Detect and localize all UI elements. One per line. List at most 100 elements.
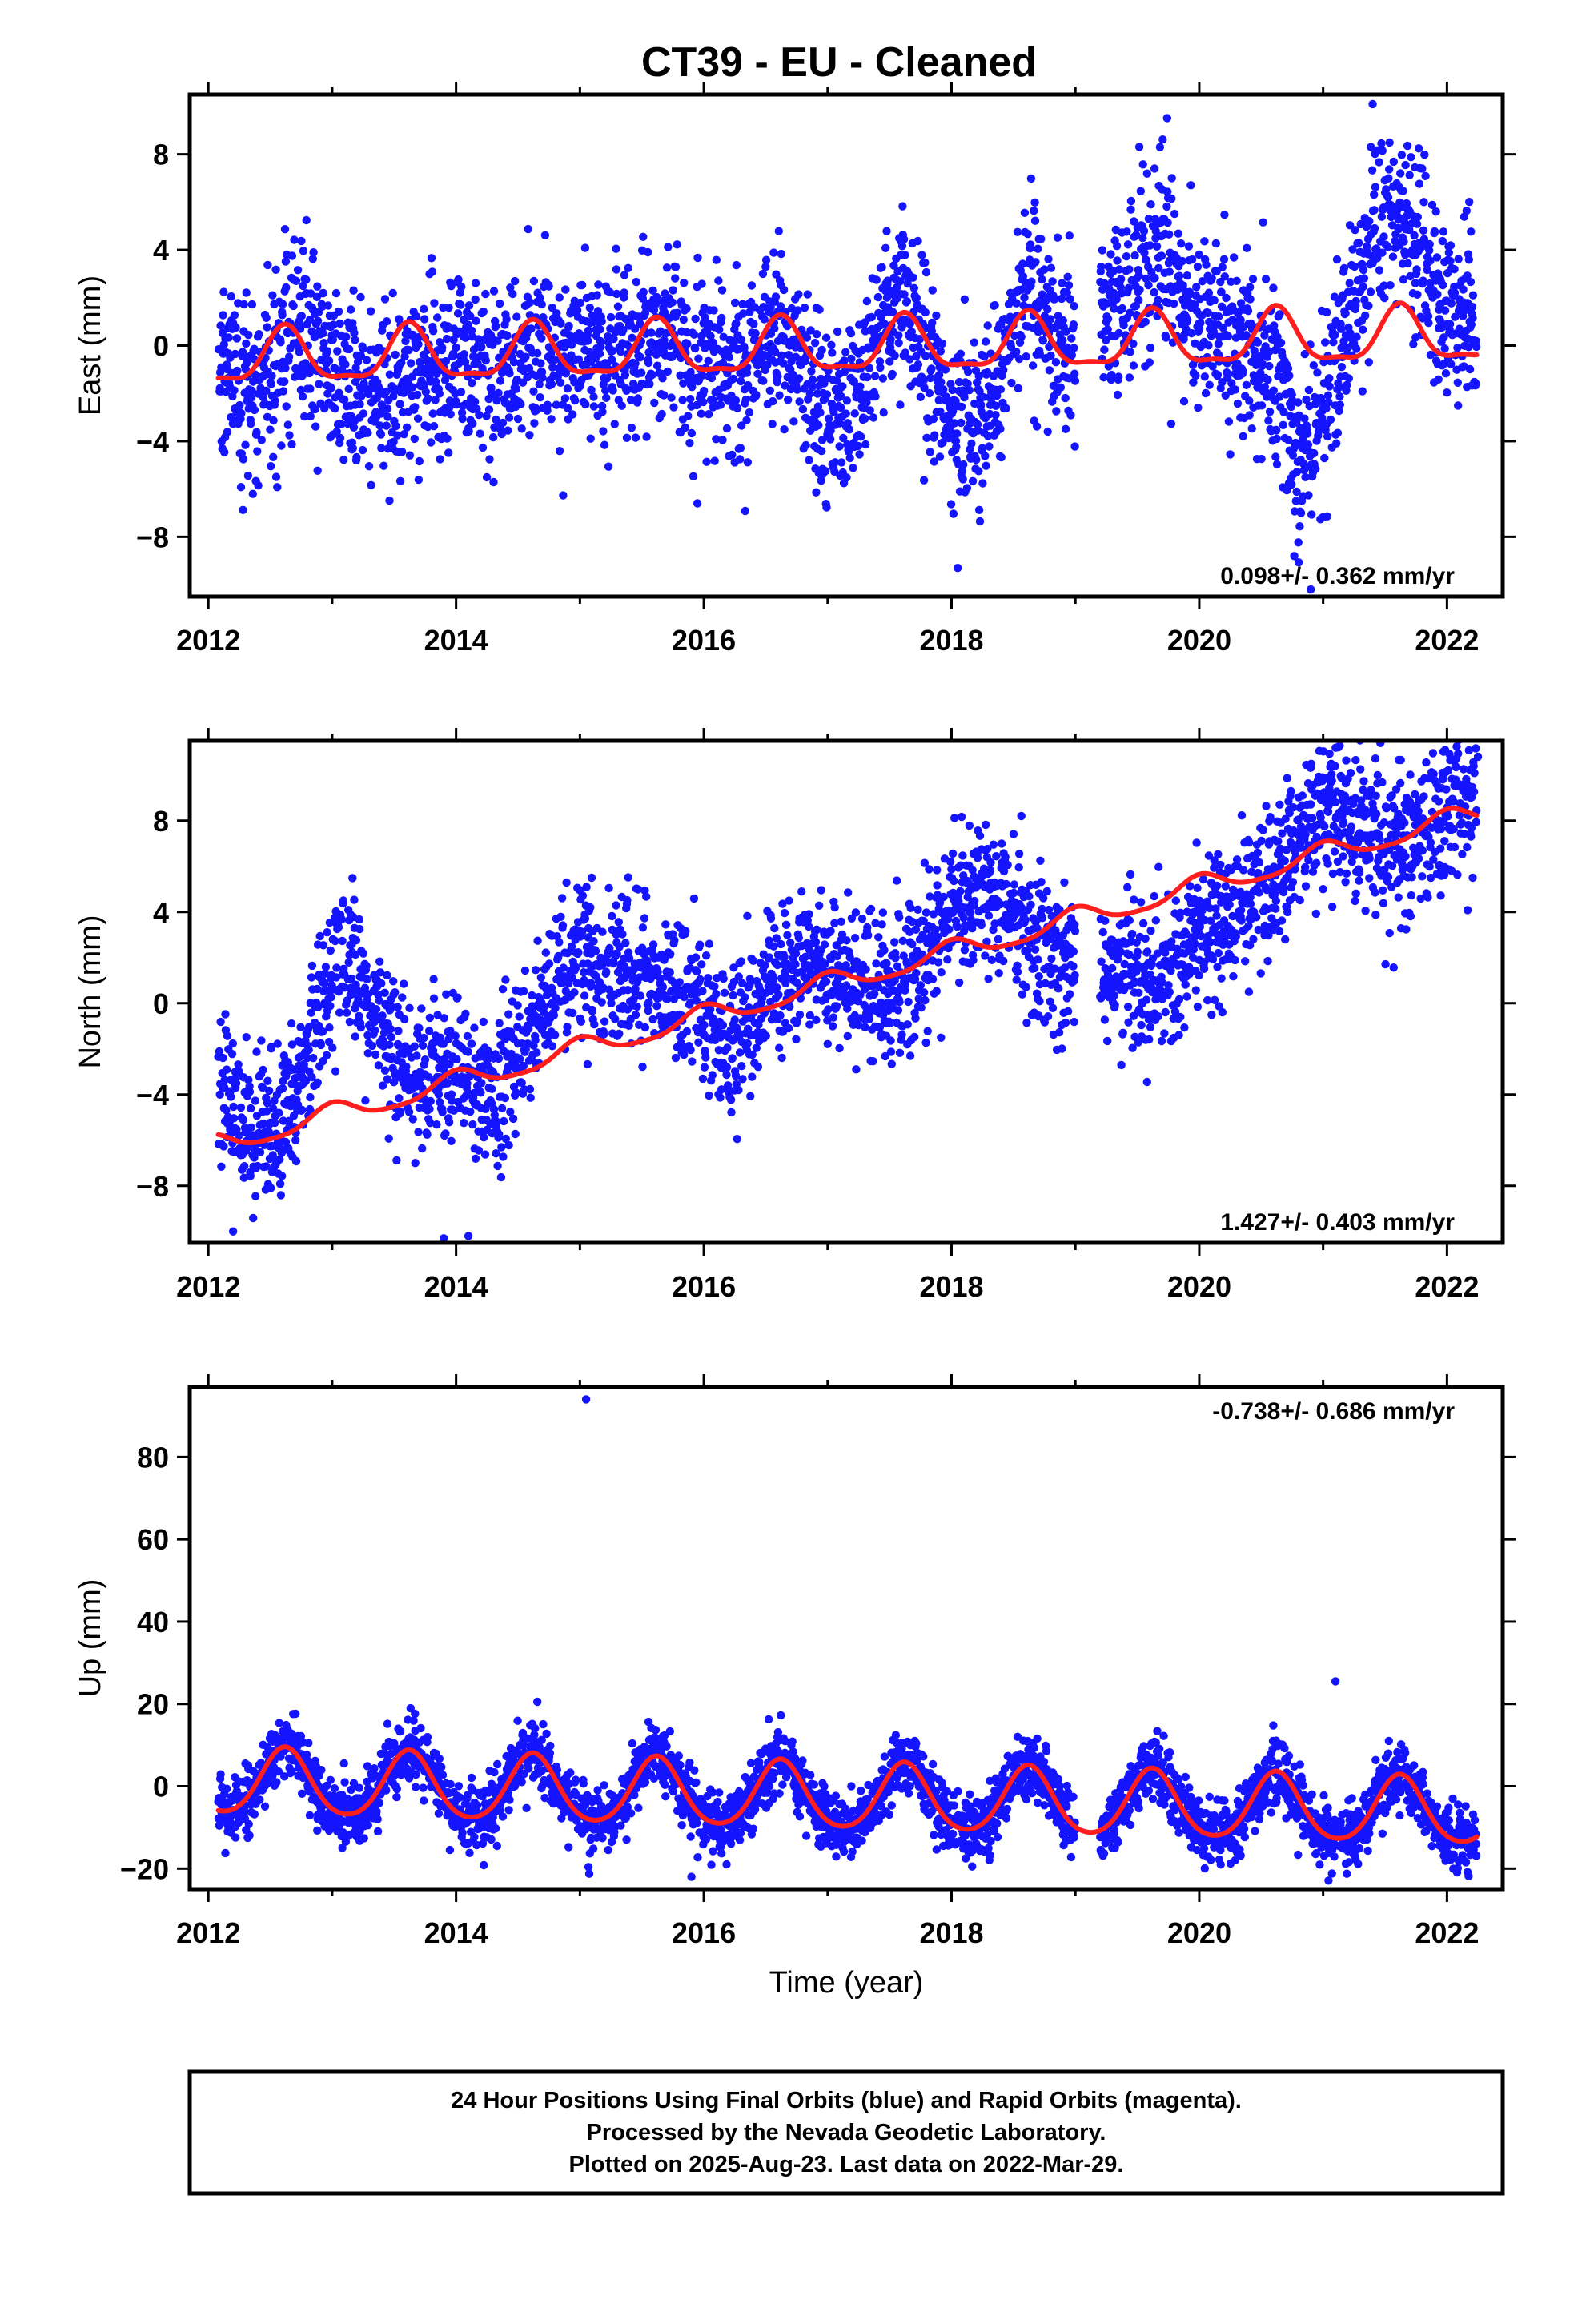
data-point xyxy=(264,1086,274,1096)
data-point xyxy=(389,437,398,446)
data-point xyxy=(1222,293,1231,303)
data-point xyxy=(694,1038,703,1047)
data-point xyxy=(402,423,412,432)
data-point xyxy=(717,1085,726,1094)
data-point xyxy=(684,412,693,420)
data-point xyxy=(398,448,407,456)
data-point xyxy=(339,456,348,464)
data-point xyxy=(1031,258,1040,267)
data-point xyxy=(1287,480,1296,489)
data-point xyxy=(334,307,343,316)
data-point xyxy=(671,263,681,271)
data-point xyxy=(645,380,654,388)
data-point xyxy=(233,366,242,376)
data-point xyxy=(934,370,944,380)
data-point xyxy=(331,973,341,982)
data-point xyxy=(1364,301,1373,310)
data-point xyxy=(736,444,745,452)
data-point xyxy=(1104,362,1114,371)
data-point xyxy=(480,1133,488,1142)
data-point xyxy=(1261,275,1271,283)
data-point xyxy=(843,1031,853,1041)
data-point xyxy=(363,975,371,983)
data-point xyxy=(800,304,809,312)
data-point xyxy=(1107,370,1116,380)
data-point xyxy=(221,1010,230,1019)
data-point xyxy=(876,363,885,372)
data-point xyxy=(429,975,438,983)
data-point xyxy=(1453,344,1462,352)
data-point xyxy=(1123,240,1133,249)
data-point xyxy=(576,298,585,308)
data-point xyxy=(420,315,429,324)
outlier-point xyxy=(1368,99,1377,109)
y-tick-label: 4 xyxy=(153,234,169,267)
data-point xyxy=(530,419,539,428)
data-point xyxy=(277,441,286,450)
data-point xyxy=(700,1063,709,1072)
data-point xyxy=(1014,354,1024,364)
data-point xyxy=(1065,231,1074,240)
data-point xyxy=(1136,187,1146,195)
data-point xyxy=(759,303,768,312)
data-point xyxy=(632,1002,641,1011)
data-point xyxy=(493,336,502,345)
data-point xyxy=(710,456,719,465)
data-point xyxy=(547,380,556,388)
data-point xyxy=(925,388,934,398)
data-point xyxy=(477,343,486,352)
data-point xyxy=(295,324,305,333)
data-point xyxy=(1043,304,1052,314)
data-point xyxy=(731,396,741,405)
data-point xyxy=(973,420,982,429)
data-point xyxy=(814,420,823,430)
data-point xyxy=(760,315,769,324)
data-point xyxy=(1126,196,1136,206)
data-point xyxy=(596,325,604,334)
data-point xyxy=(452,1055,461,1064)
data-point xyxy=(1385,138,1394,147)
data-point xyxy=(761,1031,770,1040)
data-point xyxy=(249,1213,258,1223)
data-point xyxy=(1335,383,1344,392)
data-point xyxy=(573,306,582,315)
data-point xyxy=(1467,320,1476,329)
data-point xyxy=(1454,401,1463,410)
data-point xyxy=(1236,299,1246,308)
data-point xyxy=(412,1051,421,1060)
data-point xyxy=(784,351,793,360)
data-point xyxy=(837,403,845,412)
data-point xyxy=(271,472,281,481)
data-point xyxy=(582,883,591,891)
data-point xyxy=(1220,272,1230,281)
data-point xyxy=(972,455,981,464)
data-point xyxy=(1187,255,1197,264)
data-point xyxy=(1063,272,1072,281)
data-point xyxy=(359,949,368,958)
data-point xyxy=(828,1022,837,1031)
data-point xyxy=(644,247,652,257)
data-point xyxy=(1037,235,1046,243)
data-point xyxy=(311,404,319,414)
data-point xyxy=(624,954,634,963)
data-point xyxy=(291,1136,300,1145)
data-point xyxy=(521,352,530,361)
data-point xyxy=(853,441,863,451)
data-point xyxy=(843,1004,852,1013)
data-point xyxy=(454,359,464,368)
data-point xyxy=(648,1015,657,1024)
data-point xyxy=(1030,216,1040,225)
data-point xyxy=(240,1162,249,1171)
data-point xyxy=(520,987,528,996)
data-point xyxy=(741,395,750,404)
data-point xyxy=(835,1043,844,1053)
data-point xyxy=(525,431,534,440)
data-point xyxy=(702,457,711,466)
data-point xyxy=(1048,277,1057,286)
data-point xyxy=(1114,328,1123,338)
data-point xyxy=(229,1102,238,1112)
data-point xyxy=(404,345,413,355)
data-point xyxy=(418,1041,428,1051)
data-point xyxy=(730,1015,739,1024)
data-point xyxy=(420,1055,430,1064)
